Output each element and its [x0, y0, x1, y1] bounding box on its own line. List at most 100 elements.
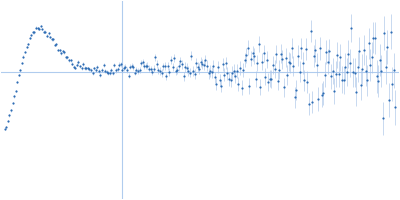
Point [242, 58, 248, 61]
Point [356, 50, 362, 53]
Point [392, 106, 398, 109]
Point [344, 70, 350, 73]
Point [91, 67, 97, 70]
Point [196, 67, 202, 70]
Point [390, 69, 397, 72]
Point [190, 69, 196, 73]
Point [16, 74, 22, 77]
Point [191, 73, 198, 76]
Point [312, 49, 318, 52]
Point [94, 65, 100, 68]
Point [135, 70, 141, 73]
Point [295, 54, 301, 57]
Point [74, 63, 80, 66]
Point [31, 31, 38, 34]
Point [108, 69, 114, 72]
Point [140, 61, 146, 64]
Point [133, 68, 140, 71]
Point [325, 60, 331, 63]
Point [50, 38, 56, 41]
Point [372, 36, 378, 40]
Point [146, 67, 152, 70]
Point [353, 90, 359, 93]
Point [14, 80, 20, 83]
Point [215, 65, 221, 69]
Point [235, 83, 242, 86]
Point [378, 69, 384, 73]
Point [286, 60, 292, 63]
Point [97, 73, 104, 76]
Point [30, 31, 36, 34]
Point [92, 68, 99, 72]
Point [143, 65, 149, 68]
Point [296, 70, 303, 73]
Point [25, 42, 31, 45]
Point [34, 27, 41, 30]
Point [61, 51, 68, 54]
Point [180, 75, 187, 78]
Point [149, 70, 155, 73]
Point [279, 58, 286, 61]
Point [199, 63, 206, 66]
Point [271, 67, 278, 71]
Point [86, 68, 92, 71]
Point [83, 67, 90, 70]
Point [126, 74, 132, 77]
Point [388, 30, 394, 33]
Point [82, 66, 88, 69]
Point [206, 72, 212, 75]
Point [121, 66, 127, 70]
Point [287, 61, 294, 65]
Point [99, 68, 105, 72]
Point [373, 75, 380, 78]
Point [230, 69, 237, 72]
Point [70, 65, 77, 68]
Point [370, 36, 376, 39]
Point [88, 68, 94, 72]
Point [3, 125, 10, 128]
Point [284, 73, 290, 77]
Point [212, 76, 218, 79]
Point [223, 61, 229, 65]
Point [213, 83, 220, 86]
Point [150, 67, 157, 70]
Point [334, 54, 340, 57]
Point [45, 32, 52, 35]
Point [155, 69, 162, 72]
Point [282, 56, 289, 59]
Point [111, 63, 118, 67]
Point [198, 60, 204, 63]
Point [48, 38, 55, 41]
Point [314, 63, 320, 66]
Point [69, 62, 75, 65]
Point [100, 64, 107, 67]
Point [366, 42, 372, 45]
Point [89, 71, 96, 74]
Point [22, 50, 28, 53]
Point [276, 68, 282, 71]
Point [331, 89, 337, 92]
Point [58, 52, 64, 55]
Point [8, 109, 14, 112]
Point [238, 86, 245, 89]
Point [20, 55, 27, 58]
Point [124, 68, 130, 71]
Point [28, 34, 34, 37]
Point [162, 65, 168, 68]
Point [75, 60, 82, 64]
Point [270, 63, 276, 67]
Point [33, 26, 39, 29]
Point [342, 65, 348, 68]
Point [237, 66, 243, 69]
Point [66, 59, 72, 62]
Point [2, 128, 8, 131]
Point [160, 65, 166, 68]
Point [210, 64, 216, 68]
Point [246, 84, 253, 88]
Point [251, 54, 257, 57]
Point [345, 53, 352, 56]
Point [102, 69, 108, 72]
Point [176, 65, 182, 68]
Point [340, 79, 347, 82]
Point [315, 97, 322, 101]
